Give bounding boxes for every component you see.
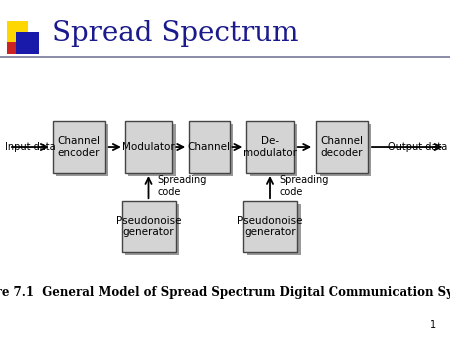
Text: De-
modulator: De- modulator bbox=[243, 136, 297, 158]
Text: Spreading
code: Spreading code bbox=[279, 175, 328, 197]
Bar bbox=[125, 121, 172, 173]
Bar bbox=[16, 32, 39, 54]
Bar bbox=[129, 124, 176, 176]
Text: Pseudonoise
generator: Pseudonoise generator bbox=[237, 216, 303, 237]
Bar bbox=[57, 124, 108, 176]
Text: Modulator: Modulator bbox=[122, 142, 175, 152]
Bar bbox=[193, 124, 233, 176]
Text: Pseudonoise
generator: Pseudonoise generator bbox=[116, 216, 181, 237]
Bar bbox=[7, 40, 22, 54]
Bar bbox=[247, 121, 293, 173]
Text: 1: 1 bbox=[430, 319, 436, 330]
Text: Figure 7.1  General Model of Spread Spectrum Digital Communication System: Figure 7.1 General Model of Spread Spect… bbox=[0, 286, 450, 299]
Bar bbox=[316, 121, 368, 173]
Text: Output data: Output data bbox=[388, 142, 448, 152]
Text: Input data: Input data bbox=[5, 142, 56, 152]
Bar bbox=[247, 204, 301, 255]
Text: Spreading
code: Spreading code bbox=[158, 175, 207, 197]
Bar bbox=[53, 121, 104, 173]
Text: Channel: Channel bbox=[188, 142, 231, 152]
Bar bbox=[7, 21, 28, 42]
Bar bbox=[189, 121, 230, 173]
Bar bbox=[122, 201, 176, 252]
Text: Channel
decoder: Channel decoder bbox=[320, 136, 364, 158]
Bar bbox=[125, 204, 179, 255]
Bar bbox=[320, 124, 372, 176]
Text: Spread Spectrum: Spread Spectrum bbox=[52, 20, 298, 47]
Bar bbox=[250, 124, 297, 176]
Text: Channel
encoder: Channel encoder bbox=[57, 136, 100, 158]
Bar bbox=[243, 201, 297, 252]
